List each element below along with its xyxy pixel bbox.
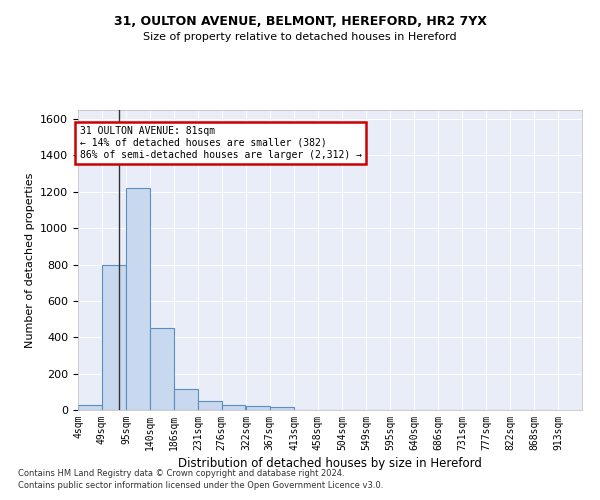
Text: Size of property relative to detached houses in Hereford: Size of property relative to detached ho… (143, 32, 457, 42)
Text: 31 OULTON AVENUE: 81sqm
← 14% of detached houses are smaller (382)
86% of semi-d: 31 OULTON AVENUE: 81sqm ← 14% of detache… (80, 126, 362, 160)
Bar (174, 389, 198, 410)
Bar (246, 406, 270, 410)
Text: 31, OULTON AVENUE, BELMONT, HEREFORD, HR2 7YX: 31, OULTON AVENUE, BELMONT, HEREFORD, HR… (113, 15, 487, 28)
Bar (198, 401, 221, 410)
Bar (221, 406, 245, 410)
Bar (78, 406, 102, 410)
Bar (126, 188, 150, 410)
X-axis label: Distribution of detached houses by size in Hereford: Distribution of detached houses by size … (178, 457, 482, 470)
Text: Contains HM Land Registry data © Crown copyright and database right 2024.: Contains HM Land Registry data © Crown c… (18, 468, 344, 477)
Bar (102, 264, 125, 410)
Text: Contains public sector information licensed under the Open Government Licence v3: Contains public sector information licen… (18, 481, 383, 490)
Bar (270, 408, 293, 410)
Bar (150, 328, 173, 410)
Y-axis label: Number of detached properties: Number of detached properties (25, 172, 35, 348)
